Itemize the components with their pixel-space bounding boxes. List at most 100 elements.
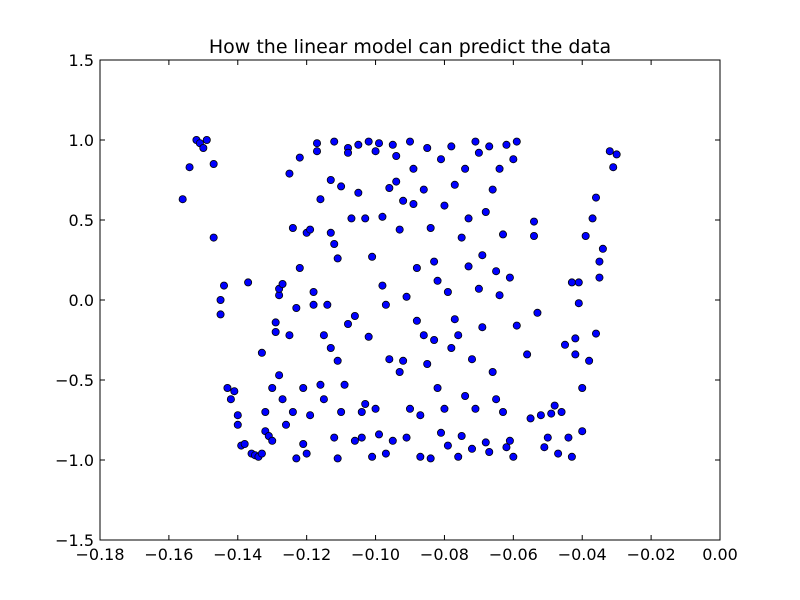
data-point bbox=[409, 164, 418, 173]
data-point bbox=[399, 356, 408, 365]
data-point bbox=[554, 449, 563, 458]
data-point bbox=[340, 380, 349, 389]
data-point bbox=[216, 310, 225, 319]
data-point bbox=[368, 252, 377, 261]
data-point bbox=[502, 443, 511, 452]
data-point bbox=[343, 148, 352, 157]
data-point bbox=[430, 257, 439, 266]
data-point bbox=[540, 443, 549, 452]
data-point bbox=[399, 196, 408, 205]
data-point bbox=[436, 155, 445, 164]
data-point bbox=[409, 199, 418, 208]
data-point bbox=[357, 407, 366, 416]
data-point bbox=[578, 383, 587, 392]
data-point bbox=[461, 391, 470, 400]
data-point bbox=[488, 367, 497, 376]
data-point bbox=[457, 431, 466, 440]
data-point bbox=[392, 151, 401, 160]
data-point bbox=[471, 137, 480, 146]
data-point bbox=[612, 150, 621, 159]
y-tick-label: 1.0 bbox=[69, 131, 94, 150]
data-point bbox=[609, 163, 618, 172]
data-point bbox=[571, 350, 580, 359]
data-point bbox=[478, 323, 487, 332]
data-point bbox=[309, 287, 318, 296]
data-point bbox=[295, 153, 304, 162]
data-point bbox=[471, 404, 480, 413]
data-point bbox=[257, 348, 266, 357]
data-point bbox=[381, 449, 390, 458]
data-point bbox=[312, 139, 321, 148]
data-point bbox=[464, 214, 473, 223]
data-point bbox=[595, 257, 604, 266]
data-point bbox=[326, 343, 335, 352]
data-point bbox=[440, 404, 449, 413]
data-point bbox=[333, 454, 342, 463]
data-point bbox=[509, 155, 518, 164]
data-point bbox=[388, 436, 397, 445]
x-tick-label: −0.04 bbox=[558, 545, 607, 564]
data-point bbox=[216, 295, 225, 304]
data-point bbox=[447, 343, 456, 352]
data-point bbox=[371, 147, 380, 156]
data-point bbox=[402, 433, 411, 442]
data-point bbox=[502, 140, 511, 149]
data-point bbox=[526, 414, 535, 423]
data-point bbox=[209, 159, 218, 168]
data-point bbox=[319, 331, 328, 340]
data-point bbox=[450, 315, 459, 324]
data-point bbox=[474, 148, 483, 157]
data-point bbox=[405, 404, 414, 413]
data-point bbox=[388, 140, 397, 149]
data-point bbox=[316, 380, 325, 389]
data-point bbox=[240, 439, 249, 448]
y-tick-label: −0.5 bbox=[55, 371, 94, 390]
data-point bbox=[361, 214, 370, 223]
data-point bbox=[326, 175, 335, 184]
data-point bbox=[364, 332, 373, 341]
data-point bbox=[433, 276, 442, 285]
data-point bbox=[337, 407, 346, 416]
data-point bbox=[354, 140, 363, 149]
data-point bbox=[402, 292, 411, 301]
data-point bbox=[202, 135, 211, 144]
y-tick-label: 1.5 bbox=[69, 51, 94, 70]
data-point bbox=[395, 225, 404, 234]
data-point bbox=[223, 383, 232, 392]
data-point bbox=[595, 273, 604, 282]
data-point bbox=[543, 433, 552, 442]
data-point bbox=[271, 327, 280, 336]
data-point bbox=[433, 383, 442, 392]
data-point bbox=[467, 444, 476, 453]
x-tick-label: −0.12 bbox=[282, 545, 331, 564]
data-point bbox=[533, 308, 542, 317]
data-point bbox=[288, 407, 297, 416]
data-point bbox=[185, 163, 194, 172]
data-point bbox=[443, 441, 452, 450]
data-point bbox=[454, 452, 463, 461]
data-point bbox=[178, 195, 187, 204]
data-point bbox=[299, 383, 308, 392]
data-point bbox=[416, 411, 425, 420]
data-point bbox=[492, 267, 501, 276]
data-point bbox=[371, 404, 380, 413]
data-point bbox=[316, 195, 325, 204]
data-point bbox=[343, 319, 352, 328]
data-point bbox=[498, 230, 507, 239]
y-tick-label: −1.0 bbox=[55, 451, 94, 470]
data-point bbox=[588, 214, 597, 223]
data-point bbox=[512, 321, 521, 330]
y-tick-label: −1.5 bbox=[55, 531, 94, 550]
data-point bbox=[306, 411, 315, 420]
data-point bbox=[509, 452, 518, 461]
scatter-points bbox=[178, 135, 621, 463]
data-point bbox=[464, 262, 473, 271]
data-point bbox=[281, 420, 290, 429]
data-point bbox=[233, 420, 242, 429]
data-point bbox=[226, 395, 235, 404]
data-point bbox=[378, 281, 387, 290]
data-point bbox=[574, 278, 583, 287]
data-point bbox=[347, 214, 356, 223]
